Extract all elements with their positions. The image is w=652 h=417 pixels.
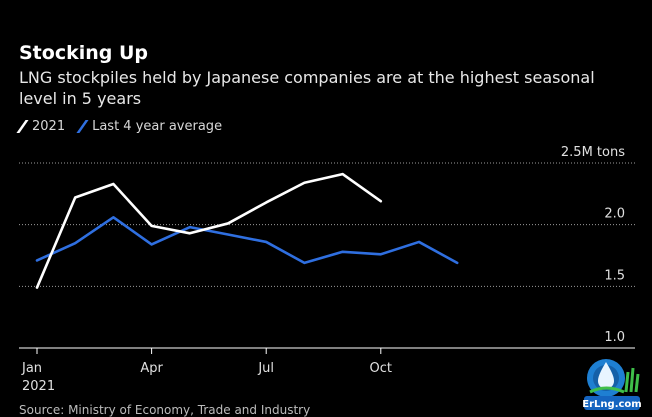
- site-logo: ErLng.com: [576, 352, 648, 417]
- legend-label-2021: 2021: [32, 119, 66, 134]
- chart-subtitle: LNG stockpiles held by Japanese companie…: [19, 68, 595, 108]
- series-line-2021: [35, 172, 383, 289]
- x-tick-label-3: Oct: [370, 361, 392, 376]
- chart-legend: 2021 Last 4 year average: [16, 119, 236, 134]
- y-tick-label-3: 1.0: [604, 330, 625, 345]
- x-tick-label-0: Jan: [21, 361, 42, 376]
- legend-item-2021: 2021: [16, 119, 66, 134]
- y-tick-label-0: 2.5M tons: [561, 145, 625, 160]
- chart-title: Stocking Up: [19, 42, 149, 64]
- series-line-average: [35, 215, 459, 265]
- legend-item-average: Last 4 year average: [76, 119, 223, 134]
- source-note: Source: Ministry of Economy, Trade and I…: [19, 403, 311, 417]
- x-tick-label-1: Apr: [140, 361, 163, 376]
- legend-label-average: Last 4 year average: [92, 119, 223, 134]
- y-tick-label-2: 1.5: [604, 268, 625, 283]
- x-tick-sublabel-0: 2021: [22, 379, 55, 394]
- logo-text: ErLng.com: [582, 399, 641, 410]
- y-tick-label-1: 2.0: [604, 207, 625, 222]
- x-tick-label-2: Jul: [257, 361, 274, 376]
